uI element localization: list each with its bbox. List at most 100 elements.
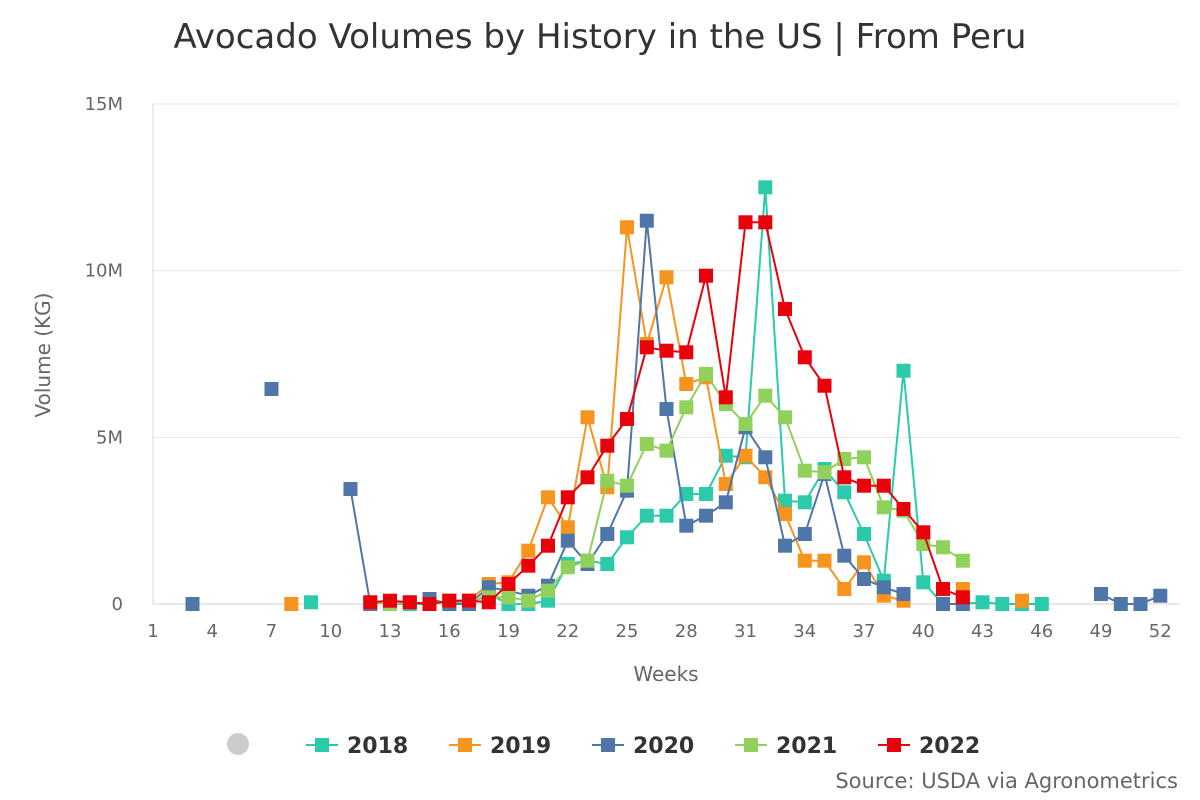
data-point-2018[interactable]: [1034, 597, 1049, 611]
data-point-2018[interactable]: [797, 495, 812, 510]
data-point-2018[interactable]: [778, 493, 792, 508]
data-point-2022[interactable]: [699, 268, 713, 283]
data-point-2019[interactable]: [797, 553, 812, 568]
data-point-2022[interactable]: [383, 593, 397, 608]
data-point-2020[interactable]: [639, 213, 654, 228]
data-point-2019[interactable]: [679, 377, 694, 391]
data-point-2018[interactable]: [699, 487, 713, 501]
data-point-2020[interactable]: [837, 548, 852, 563]
data-point-2019[interactable]: [521, 543, 536, 558]
data-point-2020[interactable]: [560, 533, 575, 548]
data-point-2021[interactable]: [659, 443, 674, 458]
legend-item-2018[interactable]: 2018: [306, 734, 408, 759]
data-point-2021[interactable]: [857, 450, 871, 465]
data-point-2019[interactable]: [1015, 593, 1029, 608]
data-point-2018[interactable]: [916, 575, 931, 590]
data-point-2020[interactable]: [896, 587, 911, 601]
data-point-2022[interactable]: [541, 538, 555, 553]
data-point-2019[interactable]: [778, 507, 792, 521]
data-point-2022[interactable]: [817, 378, 832, 393]
data-point-2019[interactable]: [817, 553, 832, 568]
data-point-2021[interactable]: [521, 593, 536, 608]
data-point-2022[interactable]: [462, 593, 476, 608]
data-point-2022[interactable]: [797, 350, 812, 365]
data-point-2022[interactable]: [560, 490, 575, 505]
data-point-2022[interactable]: [501, 577, 516, 591]
data-point-2018[interactable]: [639, 508, 654, 523]
data-point-2022[interactable]: [659, 343, 674, 358]
data-point-2021[interactable]: [580, 553, 595, 568]
data-point-2022[interactable]: [442, 593, 457, 608]
data-point-2021[interactable]: [797, 463, 812, 478]
data-point-2022[interactable]: [620, 412, 634, 426]
data-point-2019[interactable]: [620, 220, 634, 235]
data-point-2020[interactable]: [185, 597, 200, 611]
data-point-2020[interactable]: [876, 580, 891, 595]
data-point-2019[interactable]: [738, 448, 753, 463]
data-point-2021[interactable]: [639, 437, 654, 451]
data-point-2022[interactable]: [481, 595, 496, 610]
chart-credit[interactable]: Source: USDA via Agronometrics: [835, 769, 1178, 793]
data-point-2020[interactable]: [758, 450, 773, 465]
data-point-2020[interactable]: [718, 495, 733, 510]
data-point-2019[interactable]: [837, 582, 852, 596]
data-point-2018[interactable]: [304, 595, 318, 610]
data-point-2018[interactable]: [659, 508, 674, 523]
data-point-2021[interactable]: [758, 388, 773, 403]
data-point-2019[interactable]: [857, 555, 871, 570]
data-point-2022[interactable]: [936, 582, 950, 596]
data-point-2018[interactable]: [837, 485, 852, 500]
data-point-2022[interactable]: [521, 558, 536, 573]
data-point-2022[interactable]: [837, 470, 852, 485]
data-point-2019[interactable]: [541, 490, 555, 505]
data-point-2019[interactable]: [560, 520, 575, 535]
data-point-2020[interactable]: [936, 597, 950, 611]
data-point-2018[interactable]: [995, 597, 1010, 611]
data-point-2022[interactable]: [857, 478, 871, 493]
data-point-2021[interactable]: [501, 590, 516, 605]
data-point-2022[interactable]: [402, 595, 417, 610]
data-point-2018[interactable]: [679, 487, 694, 501]
data-point-2020[interactable]: [699, 508, 713, 523]
data-point-2021[interactable]: [679, 400, 694, 415]
data-point-2022[interactable]: [758, 215, 773, 230]
data-point-2020[interactable]: [778, 538, 792, 553]
data-point-2018[interactable]: [600, 557, 615, 571]
data-point-2018[interactable]: [758, 180, 773, 195]
data-point-2022[interactable]: [718, 390, 733, 405]
data-point-2021[interactable]: [600, 473, 615, 488]
legend-item-2020[interactable]: 2020: [592, 734, 694, 759]
data-point-2021[interactable]: [699, 367, 713, 381]
data-point-2020[interactable]: [600, 527, 615, 541]
data-point-2020[interactable]: [1094, 587, 1108, 601]
data-point-2021[interactable]: [778, 410, 792, 425]
data-point-2018[interactable]: [718, 448, 733, 463]
data-point-2018[interactable]: [620, 530, 634, 545]
data-point-2021[interactable]: [620, 478, 634, 493]
data-point-2022[interactable]: [600, 438, 615, 453]
data-point-2022[interactable]: [639, 340, 654, 355]
data-point-2022[interactable]: [363, 595, 378, 610]
data-point-2022[interactable]: [778, 302, 792, 316]
data-point-2020[interactable]: [1153, 588, 1168, 603]
data-point-2020[interactable]: [679, 518, 694, 533]
data-point-2020[interactable]: [1113, 597, 1128, 611]
data-point-2020[interactable]: [264, 382, 279, 396]
data-point-2022[interactable]: [916, 525, 931, 540]
data-point-2022[interactable]: [896, 502, 911, 516]
data-point-2022[interactable]: [955, 590, 970, 605]
data-point-2021[interactable]: [936, 540, 950, 555]
data-point-2019[interactable]: [659, 270, 674, 285]
navigation-button[interactable]: [227, 733, 249, 755]
data-point-2020[interactable]: [797, 527, 812, 541]
data-point-2021[interactable]: [955, 553, 970, 568]
data-point-2021[interactable]: [876, 500, 891, 515]
data-point-2021[interactable]: [738, 417, 753, 431]
data-point-2021[interactable]: [560, 560, 575, 575]
data-point-2021[interactable]: [541, 583, 555, 598]
legend-item-2019[interactable]: 2019: [449, 734, 551, 759]
data-point-2022[interactable]: [679, 345, 694, 360]
legend-item-2021[interactable]: 2021: [735, 734, 837, 759]
data-point-2018[interactable]: [896, 363, 911, 378]
data-point-2020[interactable]: [857, 572, 871, 586]
